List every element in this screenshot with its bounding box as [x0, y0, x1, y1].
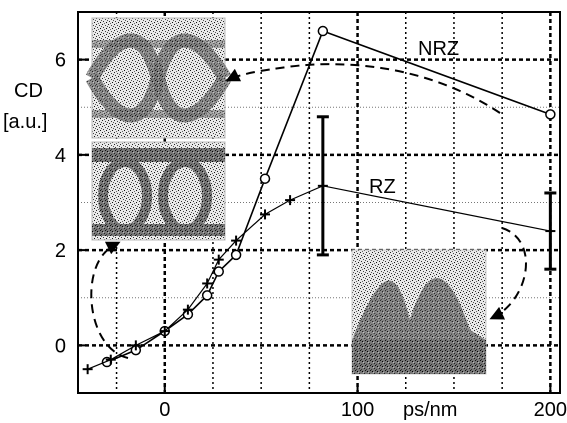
y-tick-label: 2	[55, 240, 66, 262]
nrz-eye-diagram-image	[85, 17, 232, 139]
data-point-rz	[231, 235, 242, 246]
data-point-rz	[130, 340, 141, 351]
data-point-nrz	[230, 249, 242, 261]
dashed-arrow-rz-left	[90, 241, 129, 359]
error-bars	[316, 115, 557, 271]
data-point-nrz	[213, 266, 224, 277]
data-point-rz	[82, 364, 93, 375]
data-point-rz	[285, 195, 296, 206]
y-tick-label: 6	[55, 50, 66, 72]
series-line-rz	[87, 185, 551, 370]
data-series	[82, 25, 556, 375]
data-point-rz	[213, 254, 224, 265]
x-tick-label: 100	[341, 399, 374, 421]
data-point-nrz	[201, 290, 213, 301]
y-tick-label: 4	[55, 145, 66, 167]
axes: 0 100 200 0 2 4 6	[55, 11, 567, 421]
plot-frame	[77, 11, 561, 394]
distorted-eye-diagram-image	[351, 249, 487, 375]
y-tick-label: 0	[55, 335, 66, 357]
data-point-rz	[317, 180, 328, 191]
data-point-nrz	[545, 109, 556, 120]
data-point-rz	[260, 209, 271, 220]
data-point-rz	[202, 278, 213, 289]
series-line-nrz	[106, 30, 551, 363]
data-point-nrz	[259, 173, 271, 184]
x-axis-label: ps/nm	[403, 399, 457, 421]
data-point-rz	[105, 354, 116, 365]
data-point-rz	[545, 226, 556, 237]
rz-eye-diagram-image	[91, 141, 226, 241]
data-point-rz	[159, 326, 170, 337]
dashed-arrow-nrz	[225, 63, 501, 114]
y-axis-label-line2: [a.u.]	[3, 111, 47, 133]
series-label-rz: RZ	[369, 176, 396, 198]
data-point-nrz	[317, 25, 329, 37]
y-axis-label-line1: CD	[14, 80, 43, 102]
x-tick-label: 0	[159, 399, 170, 421]
x-tick-label: 200	[534, 399, 567, 421]
series-label-nrz: NRZ	[418, 38, 459, 60]
dashed-arrow-rz-right	[489, 227, 527, 320]
data-point-rz	[182, 304, 193, 315]
